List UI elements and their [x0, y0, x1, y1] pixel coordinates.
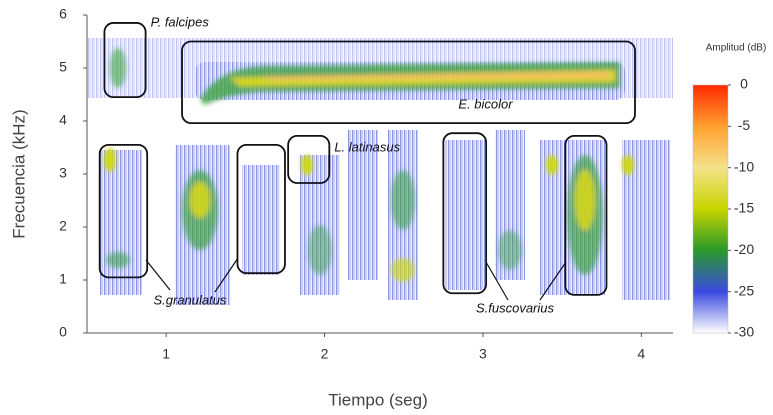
colorbar-label: Amplitud (dB) — [706, 43, 767, 54]
annotation-label: S.granulatus — [154, 292, 227, 307]
spectrogram-texture — [88, 38, 673, 305]
annotation-box — [564, 134, 608, 296]
annotation-label: S.fuscovarius — [476, 300, 555, 315]
colorbar-tick-label: -5 — [738, 117, 751, 133]
annotation-box — [181, 40, 636, 125]
y-axis-label: Frecuencia (kHz) — [9, 109, 28, 238]
y-tick-label: 1 — [59, 271, 67, 287]
x-tick-label: 3 — [479, 346, 487, 362]
annotation-box — [287, 134, 331, 184]
colorbar-tick-label: -10 — [734, 158, 754, 174]
annotation-box — [98, 143, 149, 279]
colorbar — [692, 84, 729, 334]
colorbar-tick-label: -25 — [734, 282, 754, 298]
y-tick-label: 0 — [59, 324, 67, 340]
colorbar-tick-label: -20 — [734, 241, 754, 257]
x-tick-label: 2 — [321, 346, 329, 362]
connectors — [145, 257, 567, 301]
annotation-label: E. bicolor — [458, 97, 513, 112]
y-tick-label: 4 — [59, 112, 67, 128]
colorbar-tick-label: 0 — [740, 76, 748, 92]
y-tick-label: 6 — [59, 6, 67, 22]
y-tick-label: 5 — [59, 59, 67, 75]
y-tick-label: 3 — [59, 165, 67, 181]
annotation-label: L. latinasus — [334, 139, 400, 154]
annotation-box — [236, 143, 286, 275]
annotation-box — [103, 22, 147, 99]
y-tick-label: 2 — [59, 218, 67, 234]
annotation-label: P. falcipes — [151, 14, 210, 29]
colorbar-tick-label: -15 — [734, 200, 754, 216]
annotation-box — [442, 132, 488, 295]
colorbar-tick-label: -30 — [734, 324, 754, 340]
x-axis-label: Tiempo (seg) — [328, 390, 428, 409]
x-tick-label: 1 — [162, 346, 170, 362]
x-tick-label: 4 — [637, 346, 645, 362]
